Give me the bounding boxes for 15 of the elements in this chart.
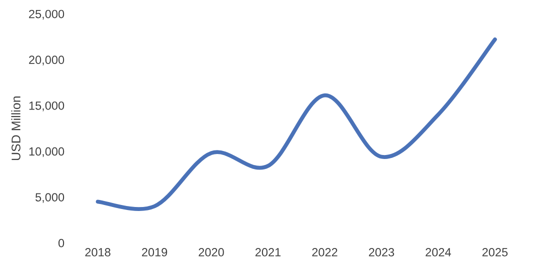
y-tick-label: 10,000 <box>29 147 64 158</box>
x-tick-label: 2020 <box>198 248 224 256</box>
x-tick-label: 2018 <box>85 248 110 256</box>
y-axis-title: USD Million <box>11 96 20 160</box>
x-tick-label: 2022 <box>312 248 338 256</box>
x-tick-label: 2023 <box>368 248 394 256</box>
x-tick-label: 2019 <box>142 248 168 256</box>
x-tick-label: 2025 <box>482 248 508 256</box>
x-tick-label: 2021 <box>255 248 281 256</box>
x-tick-label: 2024 <box>426 248 451 256</box>
y-tick-label: 0 <box>58 238 64 248</box>
y-tick-label: 5,000 <box>35 193 64 203</box>
y-tick-label: 20,000 <box>29 56 64 66</box>
y-tick-label: 15,000 <box>29 101 64 112</box>
y-tick-label: 25,000 <box>29 10 64 20</box>
